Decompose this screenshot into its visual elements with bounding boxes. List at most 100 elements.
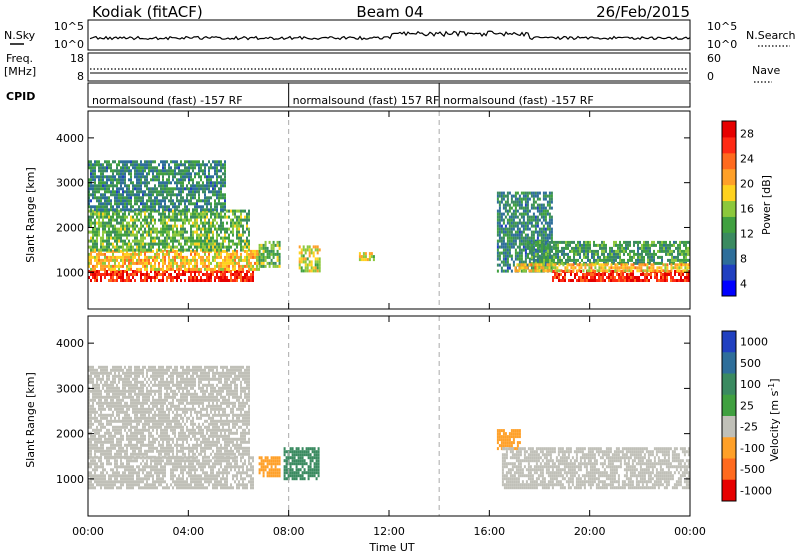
heatmap-cell <box>531 243 533 247</box>
heatmap-cell <box>532 251 535 255</box>
heatmap-cell <box>212 242 214 246</box>
heatmap-cell <box>180 202 182 206</box>
heatmap-cell <box>248 233 250 237</box>
heatmap-cell <box>100 389 102 393</box>
heatmap-cell <box>178 181 180 185</box>
heatmap-cell <box>120 279 122 282</box>
heatmap-cell <box>178 172 180 176</box>
heatmap-cell <box>90 236 92 240</box>
heatmap-cell <box>306 266 309 270</box>
heatmap-cell <box>587 255 589 259</box>
heatmap-cell <box>683 258 685 262</box>
heatmap-cell <box>162 166 164 170</box>
heatmap-cell <box>539 240 541 244</box>
heatmap-cell <box>190 245 192 249</box>
heatmap-cell <box>545 240 547 244</box>
heatmap-cell <box>655 261 657 265</box>
heatmap-cell <box>154 270 156 273</box>
heatmap-cell <box>90 368 92 372</box>
heatmap-cell <box>98 419 100 423</box>
heatmap-cell <box>122 245 124 249</box>
heatmap-cell <box>232 267 234 271</box>
heatmap-cell <box>186 255 188 259</box>
heatmap-cell <box>240 270 242 273</box>
heatmap-cell <box>234 462 236 466</box>
heatmap-cell <box>134 273 136 276</box>
heatmap-cell <box>200 279 202 282</box>
heatmap-cell <box>92 416 94 420</box>
heatmap-cell <box>196 184 198 188</box>
heatmap-cell <box>202 242 204 246</box>
heatmap-cell <box>548 266 551 270</box>
heatmap-cell <box>647 258 649 262</box>
heatmap-cell <box>546 209 549 213</box>
heatmap-cell <box>212 486 214 490</box>
heatmap-cell <box>656 279 658 282</box>
heatmap-cell <box>90 486 92 490</box>
heatmap-cell <box>192 248 194 252</box>
heatmap-cell <box>172 239 174 243</box>
heatmap-cell <box>222 245 224 249</box>
heatmap-cell <box>208 224 210 228</box>
heatmap-cell <box>218 480 220 484</box>
heatmap-cell <box>90 407 92 411</box>
nsky-trace <box>89 30 691 41</box>
heatmap-cell <box>102 258 104 262</box>
heatmap-cell <box>190 163 192 167</box>
heatmap-cell <box>537 243 539 247</box>
heatmap-cell <box>114 245 116 249</box>
heatmap-cell <box>88 261 90 265</box>
heatmap-cell <box>146 471 148 475</box>
heatmap-cell <box>174 208 176 212</box>
heatmap-cell <box>586 273 588 276</box>
heatmap-cell <box>196 468 198 472</box>
heatmap-cell <box>554 276 556 279</box>
heatmap-cell <box>498 212 501 216</box>
heatmap-cell <box>196 270 198 273</box>
heatmap-cell <box>202 486 204 490</box>
heatmap-cell <box>272 240 275 244</box>
heatmap-cell <box>120 459 122 463</box>
heatmap-cell <box>182 184 184 188</box>
heatmap-cell <box>638 276 640 279</box>
heatmap-cell <box>210 239 212 243</box>
heatmap-cell <box>152 166 154 170</box>
heatmap-cell <box>506 239 509 243</box>
heatmap-cell <box>150 190 152 194</box>
heatmap-cell <box>182 459 184 463</box>
heatmap-cell <box>102 413 104 417</box>
heatmap-cell <box>108 255 110 259</box>
heatmap-cell <box>224 245 226 249</box>
heatmap-cell <box>96 215 98 219</box>
heatmap-cell <box>687 240 689 244</box>
heatmap-cell <box>677 246 679 250</box>
heatmap-cell <box>146 483 148 487</box>
heatmap-cell <box>679 249 681 253</box>
heatmap-cell <box>134 242 136 246</box>
heatmap-cell <box>306 263 309 267</box>
heatmap-cell <box>164 270 166 273</box>
heatmap-cell <box>88 413 90 417</box>
heatmap-cell <box>674 270 676 273</box>
heatmap-cell <box>136 471 138 475</box>
heatmap-cell <box>134 184 136 188</box>
heatmap-cell <box>520 251 523 255</box>
heatmap-cell <box>126 468 128 472</box>
heatmap-cell <box>583 249 585 253</box>
heatmap-cell <box>496 218 499 222</box>
heatmap-cell <box>522 248 525 252</box>
heatmap-cell <box>518 200 521 204</box>
heatmap-cell <box>120 249 122 253</box>
heatmap-cell <box>214 483 216 487</box>
heatmap-cell <box>172 462 174 466</box>
heatmap-cell <box>274 243 277 247</box>
heatmap-cell <box>657 255 659 259</box>
heatmap-cell <box>626 266 629 270</box>
heatmap-cell <box>166 221 168 225</box>
heatmap-cell <box>256 267 258 271</box>
heatmap-cell <box>156 236 158 240</box>
heatmap-cell <box>563 240 565 244</box>
heatmap-cell <box>92 264 94 268</box>
heatmap-cell <box>518 239 521 243</box>
